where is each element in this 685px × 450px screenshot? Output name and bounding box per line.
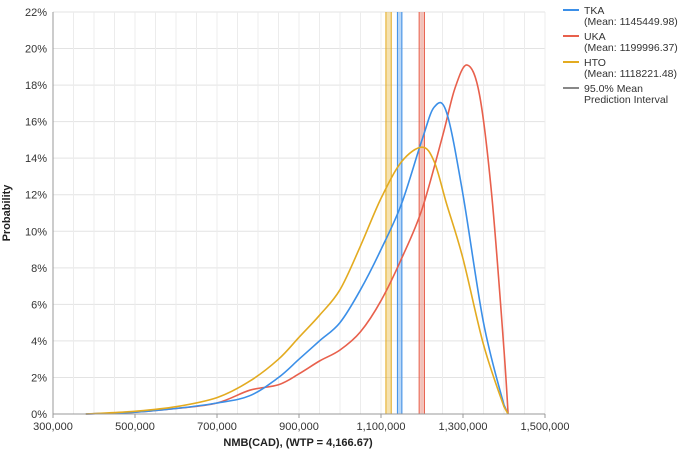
y-tick-label: 16% (25, 117, 47, 129)
legend-mean-hto: (Mean: 1118221.48) (584, 68, 677, 80)
y-tick-label: 2% (31, 372, 47, 384)
x-tick-label: 900,000 (279, 421, 319, 433)
x-tick-label: 300,000 (33, 421, 73, 433)
x-tick-label: 500,000 (115, 421, 155, 433)
y-tick-label: 18% (25, 80, 47, 92)
axes: 0% 2% 4% 6% 8% 10% 12% 14% 16% 18% 20% 22% 300,000 50… (25, 7, 570, 433)
legend-mean-tka: (Mean: 1145449.98) (584, 16, 678, 28)
y-axis-title: Probability (1, 184, 13, 242)
prediction-band-hto (385, 12, 392, 414)
x-axis-title: NMB(CAD), (WTP = 4,166.67) (223, 437, 373, 449)
y-tick-label: 6% (31, 299, 47, 311)
legend-label-hto: HTO (584, 57, 606, 69)
legend-label-tka: TKA (584, 5, 604, 17)
legend-label-uka: UKA (584, 31, 606, 43)
prediction-band-tka (397, 12, 402, 414)
legend-mean-uka: (Mean: 1199996.37) (584, 42, 678, 54)
legend-label-prediction-interval: 95.0% Mean (584, 83, 643, 95)
series-line-hto (85, 146, 509, 415)
x-tick-label: 1,100,000 (357, 421, 406, 433)
y-tick-label: 14% (25, 153, 47, 165)
prediction-interval-bands (385, 12, 425, 414)
legend: TKA(Mean: 1145449.98) UKA(Mean: 1199996.3… (563, 5, 678, 106)
y-tick-label: 8% (31, 263, 47, 275)
series-lines (85, 64, 509, 415)
y-tick-label: 12% (25, 190, 47, 202)
grid (52, 11, 546, 415)
prediction-band-uka (419, 12, 425, 414)
y-tick-label: 20% (25, 44, 47, 56)
series-line-tka (85, 101, 509, 415)
y-tick-label: 22% (25, 7, 47, 19)
legend-label-prediction-interval-line2: Prediction Interval (584, 94, 668, 106)
series-line-uka (85, 64, 509, 415)
y-tick-label: 10% (25, 226, 47, 238)
y-tick-label: 0% (31, 409, 47, 421)
x-tick-label: 1,300,000 (439, 421, 488, 433)
x-tick-label: 1,500,000 (521, 421, 570, 433)
y-tick-label: 4% (31, 336, 47, 348)
x-tick-label: 700,000 (197, 421, 237, 433)
